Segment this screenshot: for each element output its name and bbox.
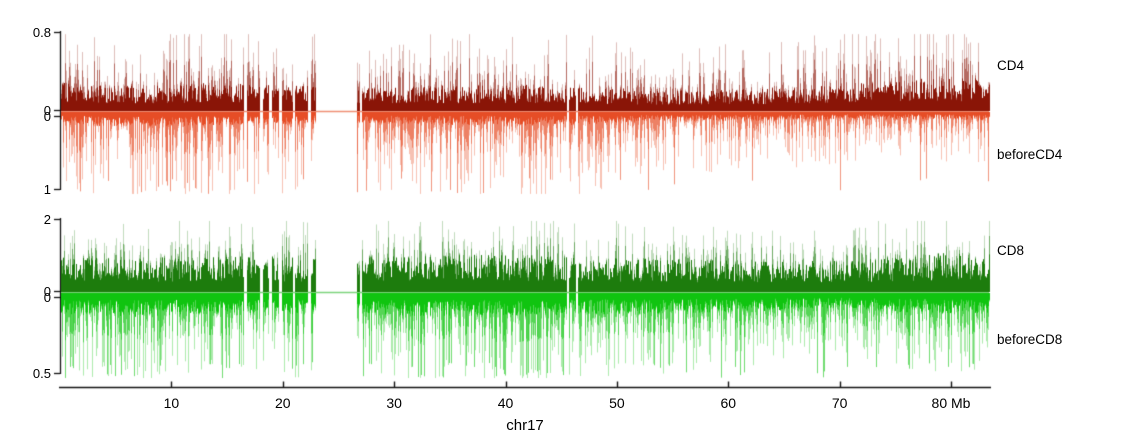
y-tick-label: 2 bbox=[43, 212, 51, 227]
x-tick-label: 20 bbox=[274, 395, 291, 411]
track-label-beforecd4: beforeCD4 bbox=[997, 147, 1063, 162]
x-axis-title: chr17 bbox=[506, 417, 544, 434]
track-label-cd4: CD4 bbox=[997, 58, 1025, 73]
x-tick-label: 30 bbox=[386, 395, 402, 411]
x-tick-label: 70 bbox=[831, 395, 848, 411]
track-label-cd8: CD8 bbox=[997, 243, 1025, 258]
y-tick-label: 1 bbox=[43, 182, 51, 197]
y-tick-label: 0 bbox=[43, 109, 51, 124]
x-tick-label: 60 bbox=[720, 395, 737, 411]
y-tick-label: 0 bbox=[43, 103, 51, 118]
x-tick-label: 50 bbox=[609, 395, 625, 411]
track-label-beforecd8: beforeCD8 bbox=[997, 332, 1063, 347]
x-tick-label: 80 Mb bbox=[931, 395, 971, 411]
x-tick-label: 10 bbox=[163, 395, 180, 411]
y-tick-label: 0 bbox=[43, 290, 51, 305]
x-tick-label: 40 bbox=[497, 395, 514, 411]
y-tick-label: 0 bbox=[43, 284, 51, 299]
y-tick-label: 0.8 bbox=[32, 25, 51, 40]
y-tick-label: 0.5 bbox=[32, 366, 51, 381]
